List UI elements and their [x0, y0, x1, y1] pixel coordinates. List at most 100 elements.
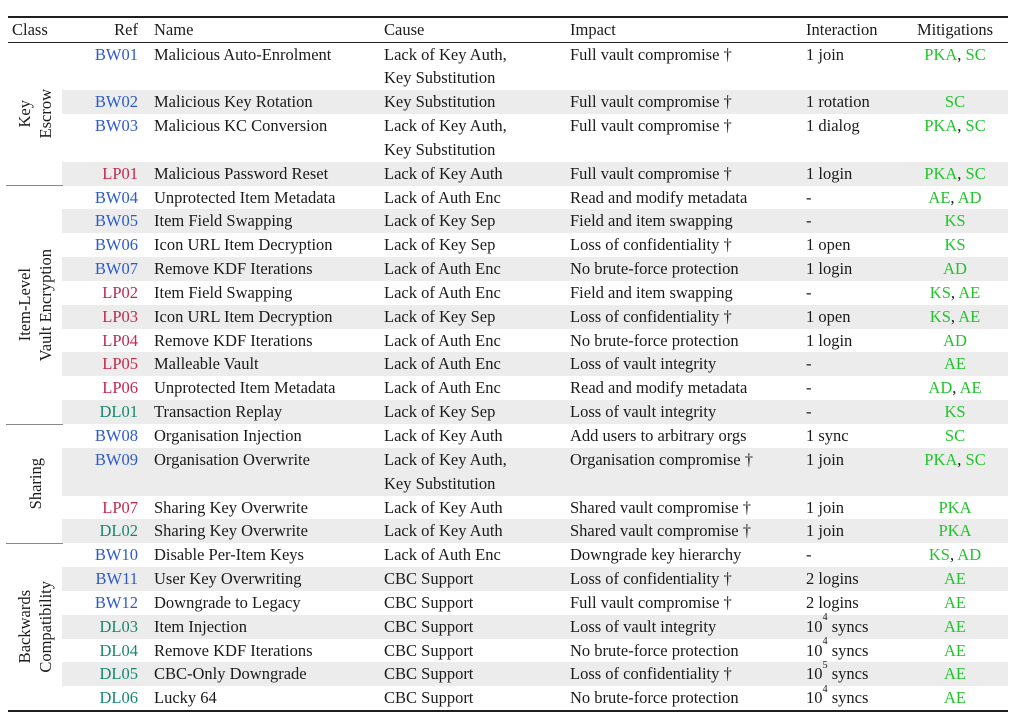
mitigations-cell: KS, AD [902, 543, 1008, 567]
ref-link[interactable]: BW12 [94, 592, 138, 612]
mitigation-link[interactable]: AE [928, 187, 951, 207]
mitigation-link[interactable]: SC [965, 44, 986, 64]
mitigation-link[interactable]: AE [944, 616, 966, 636]
cause-line: Lack of Key Sep [384, 306, 496, 326]
mitigation-link[interactable]: KS [944, 235, 966, 255]
name-cell: Downgrade to Legacy [154, 592, 301, 612]
mitigation-link[interactable]: AE [958, 282, 981, 302]
cause-cell: CBC Support [376, 686, 562, 710]
name-cell: Malicious Password Reset [154, 163, 329, 183]
cause-cell: Lack of Key Sep [376, 233, 562, 257]
cause-line: Lack of Key Sep [384, 402, 496, 422]
mitigation-link[interactable]: AE [944, 569, 966, 589]
mitigation-link[interactable]: AD [943, 330, 967, 350]
interaction-cell: - [806, 378, 812, 398]
mitigation-link[interactable]: KS [944, 211, 966, 231]
ref-cell: BW02 [62, 90, 146, 114]
ref-link[interactable]: BW03 [94, 116, 138, 136]
mitigation-link[interactable]: AE [958, 306, 981, 326]
cause-cell: Key Substitution [376, 90, 562, 114]
mitigation-link[interactable]: AE [944, 354, 966, 374]
ref-link[interactable]: BW08 [94, 426, 138, 445]
mitigation-link[interactable]: AE [944, 592, 966, 612]
ref-link[interactable]: DL02 [99, 521, 139, 541]
mitigations-cell: KS, AE [902, 305, 1008, 329]
mitigation-link[interactable]: AD [928, 378, 953, 398]
ref-link[interactable]: BW10 [94, 545, 138, 565]
ref-link[interactable]: BW05 [94, 211, 138, 231]
mitigation-link[interactable]: KS [929, 306, 951, 326]
mitigation-link[interactable]: AD [943, 259, 967, 279]
ref-link[interactable]: BW07 [94, 259, 138, 279]
mitigation-link[interactable]: AE [944, 664, 966, 684]
ref-cell: LP05 [62, 352, 146, 376]
mitigation-link[interactable]: PKA [938, 521, 972, 541]
mitigation-link[interactable]: AE [944, 640, 966, 660]
vulnerability-table: Class Ref Name Cause Impact Interaction … [6, 16, 1008, 713]
table-header-row: Class Ref Name Cause Impact Interaction … [8, 18, 1008, 43]
mitigations-cell: PKA, SC [902, 43, 1008, 67]
mitigation-link[interactable]: AE [959, 378, 982, 398]
mitigation-link[interactable]: SC [944, 426, 966, 445]
impact-cell: Read and modify metadata [570, 378, 748, 398]
mitigation-link[interactable]: AE [944, 688, 966, 708]
group-rows: BW04 Unprotected Item Metadata Lack of Aut… [62, 186, 1008, 424]
ref-link[interactable]: BW04 [94, 187, 138, 207]
name-cell: Remove KDF Iterations [154, 330, 313, 350]
ref-link[interactable]: BW09 [94, 449, 138, 469]
mitigations-cell: AE [902, 352, 1008, 376]
ref-link[interactable]: LP01 [102, 163, 138, 183]
name-cell: Icon URL Item Decryption [154, 306, 333, 326]
ref-link[interactable]: BW02 [94, 92, 138, 112]
cause-line: Lack of Auth Enc [384, 354, 501, 374]
mitigations-cell: AE, AD [902, 186, 1008, 210]
ref-link[interactable]: DL06 [99, 688, 139, 708]
table-row: BW12 Downgrade to Legacy CBC Support Full v… [62, 591, 1008, 615]
ref-cell: LP02 [62, 281, 146, 305]
ref-link[interactable]: BW01 [94, 44, 138, 64]
mitigation-link[interactable]: SC [965, 449, 986, 469]
column-header-name: Name [154, 20, 194, 39]
impact-cell: Field and item swapping [570, 282, 733, 302]
ref-link[interactable]: DL03 [99, 616, 139, 636]
mitigations-cell: KS [902, 209, 1008, 233]
mitigations-cell: AE [902, 662, 1008, 686]
mitigation-link[interactable]: PKA [924, 44, 958, 64]
mitigation-separator: , [957, 449, 966, 469]
impact-cell: Loss of confidentiality † [570, 235, 732, 255]
class-group: Item-Level Vault Encryption BW04 Unprotecte… [6, 185, 1008, 424]
mitigation-link[interactable]: SC [944, 92, 966, 112]
ref-link[interactable]: LP05 [102, 354, 138, 374]
mitigation-link[interactable]: PKA [924, 116, 958, 136]
interaction-cell: 2 logins [806, 569, 859, 589]
mitigation-link[interactable]: SC [965, 116, 986, 136]
impact-cell: Shared vault compromise † [570, 521, 752, 541]
ref-link[interactable]: DL01 [99, 402, 139, 422]
cause-line: Key Substitution [384, 139, 496, 159]
ref-link[interactable]: BW11 [95, 569, 138, 589]
ref-link[interactable]: LP02 [102, 282, 138, 302]
cause-line: Lack of Auth Enc [384, 545, 501, 565]
mitigation-link[interactable]: KS [928, 545, 950, 565]
mitigation-link[interactable]: PKA [938, 497, 972, 517]
ref-link[interactable]: DL04 [99, 640, 139, 660]
mitigation-link[interactable]: PKA [924, 163, 958, 183]
mitigation-link[interactable]: SC [965, 163, 986, 183]
mitigation-link[interactable]: PKA [924, 449, 958, 469]
mitigations-cell: AD [902, 257, 1008, 281]
mitigation-separator: , [957, 116, 966, 136]
ref-link[interactable]: LP04 [102, 330, 138, 350]
mitigation-link[interactable]: KS [929, 282, 951, 302]
ref-link[interactable]: LP07 [102, 497, 138, 517]
cause-cell: Lack of Key Auth [376, 496, 562, 520]
ref-link[interactable]: DL05 [99, 664, 139, 684]
mitigation-link[interactable]: AD [957, 545, 982, 565]
cause-line: Lack of Key Auth [384, 521, 503, 541]
mitigation-link[interactable]: KS [944, 402, 966, 422]
mitigation-link[interactable]: AD [957, 187, 982, 207]
table-row: DL06 Lucky 64 CBC Support No brute-force pr… [62, 684, 1008, 710]
ref-link[interactable]: LP03 [102, 306, 138, 326]
ref-link[interactable]: LP06 [102, 378, 138, 398]
ref-link[interactable]: BW06 [94, 235, 138, 255]
interaction-cell: 1 rotation [806, 92, 870, 112]
